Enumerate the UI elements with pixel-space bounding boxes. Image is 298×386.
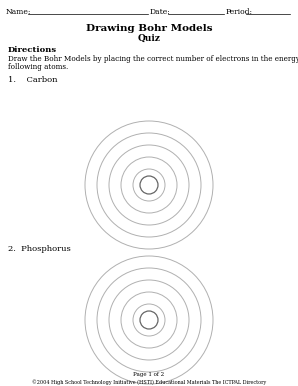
Text: 2.  Phosphorus: 2. Phosphorus	[8, 245, 71, 253]
Text: Drawing Bohr Models: Drawing Bohr Models	[86, 24, 212, 33]
Text: Name:: Name:	[6, 8, 32, 16]
Text: Directions: Directions	[8, 46, 57, 54]
Text: Draw the Bohr Models by placing the correct number of electrons in the energy le: Draw the Bohr Models by placing the corr…	[8, 55, 298, 63]
Text: Date:: Date:	[150, 8, 171, 16]
Text: Page 1 of 2: Page 1 of 2	[134, 372, 164, 377]
Text: ©2004 High School Technology Initiative (HSTI) Educational Materials The ICTPAL : ©2004 High School Technology Initiative …	[32, 379, 266, 384]
Text: 1.    Carbon: 1. Carbon	[8, 76, 58, 84]
Text: following atoms.: following atoms.	[8, 63, 68, 71]
Text: Quiz: Quiz	[138, 34, 160, 43]
Text: Period:: Period:	[226, 8, 253, 16]
